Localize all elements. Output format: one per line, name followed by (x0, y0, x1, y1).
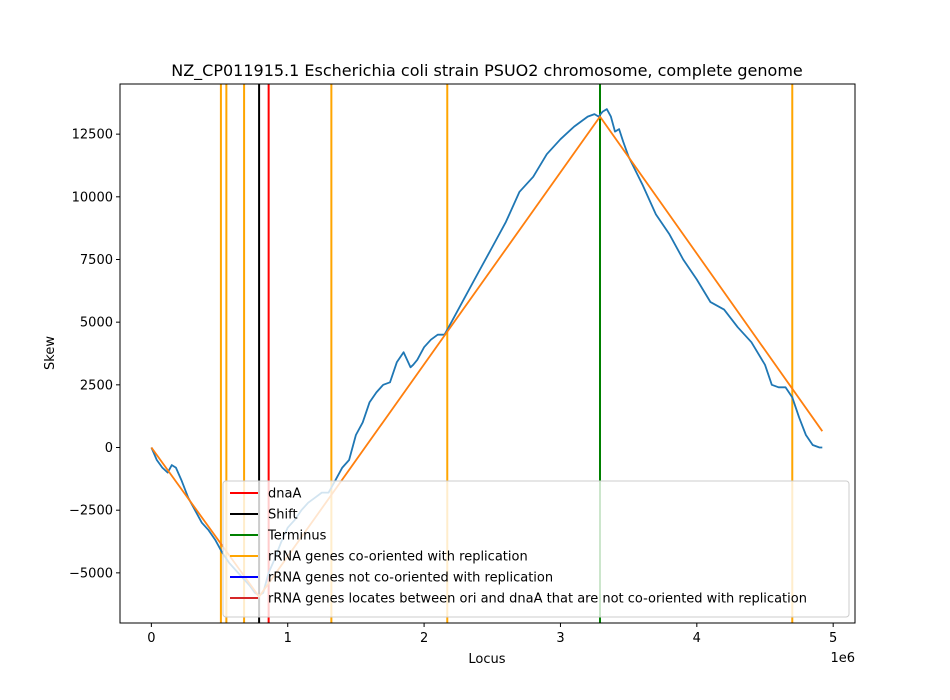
legend-label-4: rRNA genes not co-oriented with replicat… (268, 571, 553, 586)
x-tick-label-1: 1 (284, 631, 292, 646)
y-tick-label-2: 0 (105, 441, 113, 456)
x-axis-label: Locus (468, 652, 505, 667)
legend-box (222, 480, 850, 618)
y-tick-label-6: 10000 (72, 190, 113, 205)
x-axis-ticks: 0 1 2 3 4 5 (147, 623, 837, 646)
legend-label-0: dnaA (268, 487, 301, 502)
y-tick-label-3: 2500 (80, 378, 113, 393)
x-tick-label-0: 0 (147, 631, 155, 646)
series-line-1 (150, 115, 824, 598)
x-tick-label-2: 2 (420, 631, 428, 646)
legend-label-5: rRNA genes locates between ori and dnaA … (268, 592, 807, 607)
legend-label-2: Terminus (267, 529, 327, 544)
x-tick-label-4: 4 (693, 631, 701, 646)
legend-label-3: rRNA genes co-oriented with replication (268, 550, 528, 565)
y-axis-ticks: −5000 −2500 0 2500 5000 7500 10000 12500 (69, 128, 120, 581)
legend-label-1: Shift (268, 508, 298, 523)
y-tick-label-1: −2500 (69, 504, 113, 519)
legend: dnaA Shift Terminus rRNA genes co-oriented … (222, 480, 850, 618)
x-offset-text: 1e6 (830, 651, 855, 666)
x-tick-label-5: 5 (829, 631, 837, 646)
x-tick-label-3: 3 (556, 631, 564, 646)
chart-title: NZ_CP011915.1 Escherichia coli strain PS… (171, 61, 803, 81)
plot-frame (119, 83, 856, 624)
y-axis-label: Skew (43, 336, 58, 370)
y-tick-label-4: 5000 (80, 316, 113, 331)
y-tick-label-5: 7500 (80, 253, 113, 268)
y-tick-label-0: −5000 (69, 566, 113, 581)
y-tick-label-7: 12500 (72, 128, 113, 143)
